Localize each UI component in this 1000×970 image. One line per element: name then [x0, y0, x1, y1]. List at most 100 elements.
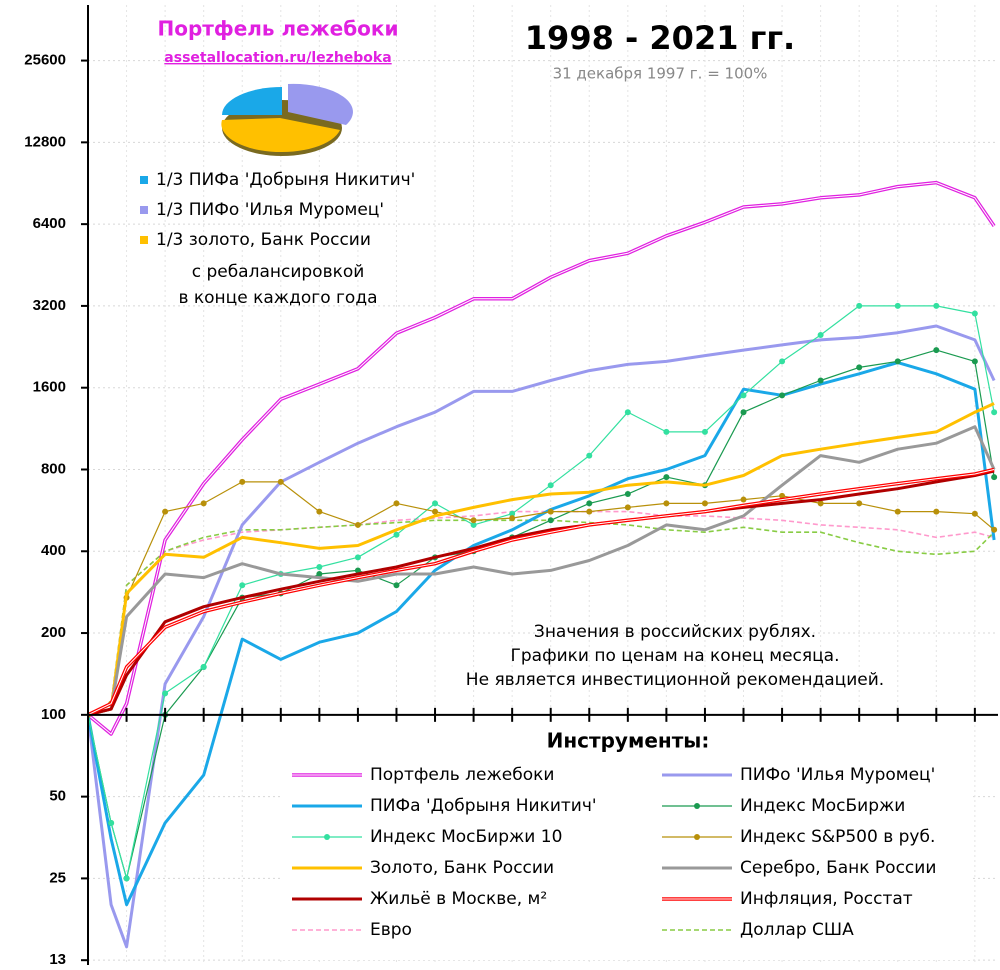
- legend-label: Доллар США: [740, 920, 854, 940]
- series-marker: [432, 500, 438, 506]
- y-tick-label: 1600: [33, 379, 66, 396]
- series-marker: [663, 474, 669, 480]
- inset-bullet: [140, 176, 148, 184]
- series-marker: [856, 364, 862, 370]
- series-marker: [741, 409, 747, 415]
- legend-label: ПИФа 'Добрыня Никитич': [370, 796, 597, 816]
- series-marker: [625, 504, 631, 510]
- legend-label: Индекс МосБиржи 10: [370, 827, 562, 847]
- inset-item: 1/3 ПИФо 'Илья Муромец': [156, 200, 384, 220]
- series-marker: [239, 582, 245, 588]
- chart-subtitle: 31 декабря 1997 г. = 100%: [553, 65, 768, 83]
- series-marker: [972, 311, 978, 317]
- legend-marker: [324, 834, 330, 840]
- series-marker: [818, 332, 824, 338]
- series-marker: [818, 500, 824, 506]
- inset-note: в конце каждого года: [178, 288, 377, 308]
- series-marker: [355, 554, 361, 560]
- series-marker: [162, 690, 168, 696]
- series-marker: [471, 517, 477, 523]
- series-marker: [702, 429, 708, 435]
- series-marker: [201, 500, 207, 506]
- series-marker: [201, 664, 207, 670]
- legend-label: Инфляция, Росстат: [740, 889, 913, 909]
- chart: 13 25 50 100 200 400 800 1600 3200 6400 12800 25600…: [0, 0, 1000, 970]
- series-marker: [586, 500, 592, 506]
- y-tick-label: 800: [41, 460, 66, 477]
- inset-title: Портфель лежебоки: [157, 17, 398, 41]
- legend: Инструменты: Портфель лежебоки ПИФо 'Илья …: [280, 722, 970, 960]
- series-marker: [393, 500, 399, 506]
- inset: Портфель лежебоки assetallocation.ru/lez…: [140, 17, 415, 309]
- series-marker: [586, 509, 592, 515]
- inset-item: 1/3 золото, Банк России: [156, 230, 371, 250]
- series-marker: [972, 358, 978, 364]
- series-marker: [108, 820, 114, 826]
- series-marker: [991, 527, 997, 533]
- y-tick-label: 25600: [24, 52, 66, 69]
- legend-label: Индекс МосБиржи: [740, 796, 905, 816]
- series-marker: [779, 392, 785, 398]
- y-tick-label: 13: [49, 951, 66, 968]
- series-marker: [779, 358, 785, 364]
- series-marker: [856, 500, 862, 506]
- series-marker: [162, 509, 168, 515]
- legend-label: Портфель лежебоки: [370, 765, 554, 785]
- note: Значения в российских рублях.: [534, 622, 816, 642]
- series-marker: [548, 509, 554, 515]
- inset-bullet: [140, 206, 148, 214]
- inset-link[interactable]: assetallocation.ru/lezheboka: [164, 50, 391, 66]
- series-marker: [895, 303, 901, 309]
- series-marker: [124, 875, 130, 881]
- series-marker: [316, 509, 322, 515]
- series-marker: [355, 522, 361, 528]
- y-tick-label: 200: [41, 624, 66, 641]
- series-marker: [316, 564, 322, 570]
- series-marker: [895, 358, 901, 364]
- series-marker: [933, 509, 939, 515]
- inset-note: с ребалансировкой: [192, 262, 365, 282]
- series-marker: [586, 453, 592, 459]
- note: Графики по ценам на конец месяца.: [511, 646, 840, 666]
- series-marker: [663, 429, 669, 435]
- inset-item: 1/3 ПИФа 'Добрыня Никитич': [156, 170, 415, 190]
- series-marker: [548, 517, 554, 523]
- legend-label: Серебро, Банк России: [740, 858, 936, 878]
- series-marker: [856, 303, 862, 309]
- series-marker: [548, 482, 554, 488]
- legend-title: Инструменты:: [547, 729, 710, 753]
- series-marker: [933, 347, 939, 353]
- series-marker: [741, 392, 747, 398]
- series-marker: [625, 491, 631, 497]
- series-marker: [625, 409, 631, 415]
- pie-icon: [221, 84, 353, 156]
- series-marker: [933, 303, 939, 309]
- series-marker: [393, 532, 399, 538]
- series-marker: [895, 509, 901, 515]
- chart-title: 1998 - 2021 гг.: [525, 19, 795, 57]
- legend-label: Индекс S&P500 в руб.: [740, 827, 935, 847]
- series-marker: [991, 409, 997, 415]
- series-marker: [991, 474, 997, 480]
- legend-marker: [694, 803, 700, 809]
- legend-label: ПИФо 'Илья Муромец': [740, 765, 935, 785]
- y-tick-label: 12800: [24, 133, 66, 150]
- legend-label: Евро: [370, 920, 412, 940]
- y-tick-label: 50: [49, 788, 66, 805]
- series-marker: [393, 582, 399, 588]
- series-marker: [509, 515, 515, 521]
- y-tick-label: 100: [41, 706, 66, 723]
- series-marker: [702, 500, 708, 506]
- series-line: [88, 404, 994, 715]
- series-marker: [278, 479, 284, 485]
- y-tick-label: 3200: [33, 297, 66, 314]
- y-tick-label: 25: [49, 869, 66, 886]
- series-marker: [741, 497, 747, 503]
- series-marker: [818, 378, 824, 384]
- y-tick-label: 6400: [33, 215, 66, 232]
- series-marker: [663, 500, 669, 506]
- inset-bullet: [140, 236, 148, 244]
- series-marker: [239, 479, 245, 485]
- y-tick-label: 400: [41, 542, 66, 559]
- legend-label: Жильё в Москве, м²: [370, 889, 547, 909]
